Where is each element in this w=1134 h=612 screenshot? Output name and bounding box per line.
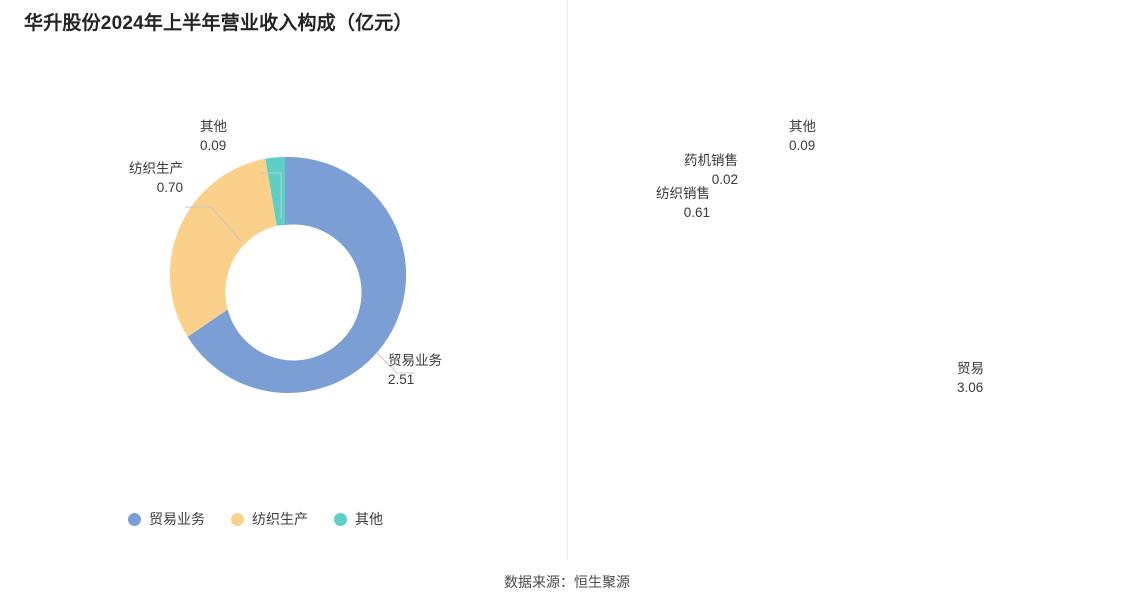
source-note: 数据来源：恒生聚源 <box>504 574 630 590</box>
legend-item-qita[interactable]: 其他 <box>334 512 383 526</box>
donut-slice-maoyi-yewu <box>187 156 407 393</box>
callout-qita-2023: 其他 0.09 <box>789 119 816 153</box>
chart-panel-2023: 华升股份2023年上半年营业收入构成（亿元） 其他 0.09 <box>567 0 1134 560</box>
legend-item-maoyi-yewu[interactable]: 贸易业务 <box>128 512 205 526</box>
leader-line-maoyi-yewu <box>376 352 415 374</box>
callout-qita-2024: 其他 0.09 <box>200 119 227 153</box>
callout-yaoji-xiaoshou-2023: 药机销售 0.02 <box>684 153 738 187</box>
donut-svg-2024 <box>169 156 415 393</box>
donut-chart-2024 <box>155 145 415 405</box>
callout-maoyi-2023: 贸易 3.06 <box>957 361 984 395</box>
chart-title-2024: 华升股份2024年上半年营业收入构成（亿元） <box>24 13 413 34</box>
donut-slice-fangzhi-shengchan <box>169 158 277 337</box>
leader-line-fangzhi-shengchan <box>185 206 242 242</box>
panel-divider <box>567 0 568 560</box>
callout-maoyi-yewu-2024: 贸易业务 2.51 <box>388 353 442 387</box>
callout-fangzhi-xiaoshou-2023: 纺织销售 0.61 <box>656 186 710 220</box>
chart-panel-2024: 华升股份2024年上半年营业收入构成（亿元） 其他 0.09 纺织生产 <box>0 0 567 560</box>
legend-item-fangzhi-shengchan[interactable]: 纺织生产 <box>231 512 308 526</box>
leader-line-qita <box>260 172 282 219</box>
legend-dot-icon <box>334 512 347 526</box>
legend-dot-icon <box>128 512 141 526</box>
legend-2024: 贸易业务 纺织生产 其他 <box>128 512 383 526</box>
callout-fangzhi-shengchan-2024: 纺织生产 0.70 <box>129 161 183 195</box>
donut-slice-qita <box>265 157 285 226</box>
legend-dot-icon <box>231 512 244 526</box>
